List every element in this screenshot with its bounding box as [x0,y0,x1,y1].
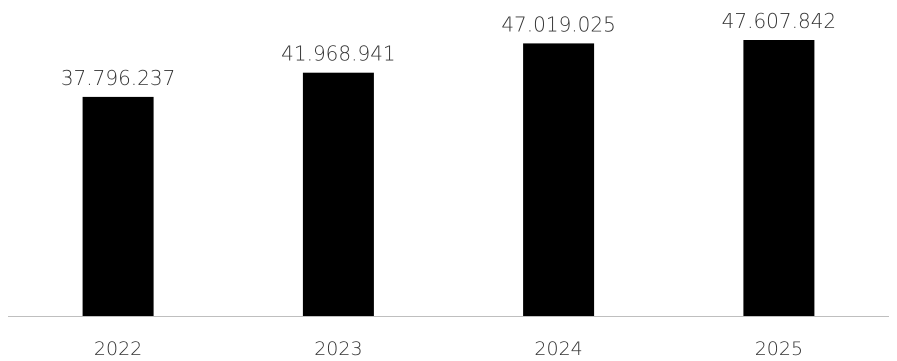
bar-2025 [743,40,815,316]
x-tick-labels-group: 2022 2023 2024 2025 [94,338,803,360]
x-tick-label-2024: 2024 [534,338,582,360]
data-label-2025: 47.607.842 [722,9,837,33]
x-tick-label-2022: 2022 [94,338,142,360]
data-label-2022: 37.796.237 [61,66,176,90]
bar-2022 [82,96,154,317]
data-label-2024: 47.019.025 [501,12,616,36]
data-labels-group: 37.796.237 41.968.941 47.019.025 47.607.842 [61,9,836,90]
x-tick-label-2023: 2023 [314,338,362,360]
bars-group [82,40,815,317]
data-label-2023: 41.968.941 [281,42,396,66]
bar-2024 [523,43,595,317]
x-tick-label-2025: 2025 [755,338,803,360]
bar-2023 [302,72,374,316]
